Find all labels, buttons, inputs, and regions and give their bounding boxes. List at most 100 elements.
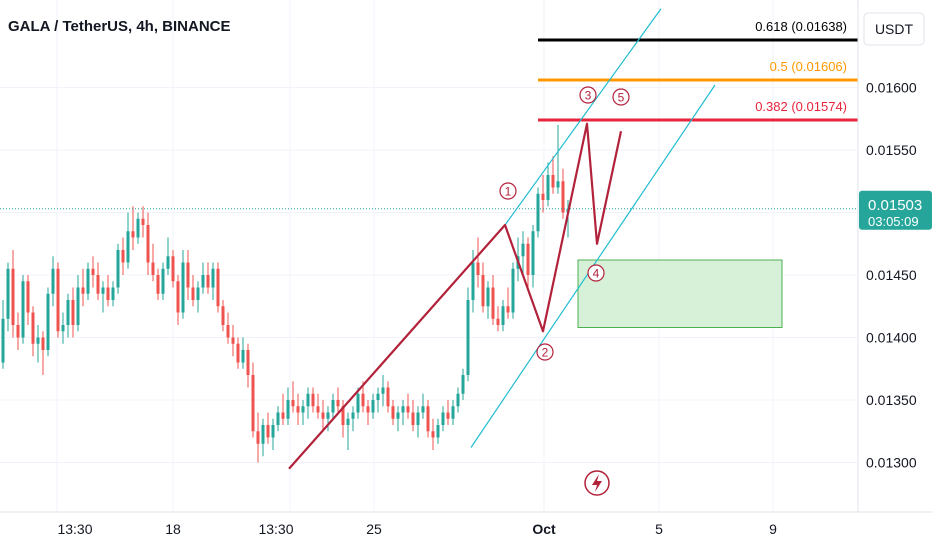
candle-body [46,293,50,350]
candle-body [416,412,420,425]
demand-zone[interactable] [577,259,783,328]
last-price-value: 0.01503 [868,197,922,214]
candle-body [491,287,495,319]
candle-body [96,275,100,294]
candle-body [26,281,30,313]
candle-body [61,325,65,332]
candle-body [381,387,385,394]
candle-body [496,318,500,325]
currency-badge [863,12,925,46]
candle-body [261,425,265,444]
candle-body [526,243,530,275]
lightning-icon [592,474,602,492]
candle-body [556,181,560,188]
candle-body [41,337,45,350]
candle-body [326,412,330,419]
candle-body [241,350,245,363]
time-tick-label: 5 [655,521,663,537]
candle-body [141,218,145,225]
time-tick-label: 13:30 [57,521,92,537]
candle-body [6,268,10,319]
fib-label: 0.618 (0.01638) [755,19,847,34]
candle-body [506,306,510,313]
candle-body [561,181,565,213]
candle-body [371,400,375,413]
price-axis-bg [858,0,932,512]
candle-body [116,250,120,288]
time-tick-label: 9 [769,521,777,537]
candle-body [51,268,55,294]
time-tick-label: 18 [165,521,181,537]
candle-body [91,268,95,275]
candle-body [361,393,365,407]
candle-body [306,393,310,407]
channel-upper-line [504,8,662,226]
wave-label-number: 5 [618,91,625,105]
candle-body [181,262,185,313]
candle-body [436,425,440,438]
wave-label-circle [587,264,605,282]
candle-body [31,312,35,344]
candle-body [111,287,115,300]
candle-body [406,406,410,413]
price-tick-label: 0.01350 [866,392,917,408]
candle-body [66,300,70,325]
candle-body [551,175,555,188]
candle-body [186,262,190,288]
candle-body [176,281,180,313]
candle-body [101,287,105,294]
price-axis[interactable]: USDT 0.01600 0.01550 0.01450 0.01400 0.01350 0… [857,0,932,512]
candle-body [366,406,370,413]
candle-body [236,343,240,363]
candle-body [161,268,165,294]
candle-body [136,218,140,238]
price-tick-label: 0.01600 [866,80,917,96]
wave-label-circle [536,343,554,361]
candle-body [276,412,280,425]
candle-body [166,256,170,269]
candle-body [511,268,515,313]
candle-body [446,412,450,419]
time-tick-label: 25 [366,521,382,537]
wave-label-number: 2 [542,346,549,360]
time-axis[interactable]: 13:30 18 13:30 25 Oct 5 9 [0,511,932,550]
fib-levels[interactable]: 0.618 (0.01638) 0.5 (0.01606) 0.382 (0.015… [538,19,858,122]
candle-body [151,262,155,275]
candle-body [56,268,60,332]
candle-body [391,406,395,419]
time-tick-label: 13:30 [258,521,293,537]
candle-body [376,393,380,400]
candle-body [156,275,160,294]
candle-body [281,412,285,419]
candle-body [346,418,350,425]
candle-body [271,425,275,438]
wave-label-number: 1 [505,185,512,199]
candle-body [71,300,75,325]
candle-body [1,318,5,363]
candles [1,125,570,463]
candle-body [321,412,325,419]
fib-label: 0.5 (0.01606) [770,59,847,74]
currency-label: USDT [875,21,914,37]
candle-body [16,325,20,338]
candle-body [296,406,300,413]
candle-body [286,400,290,419]
wave-labels: 1 2 3 4 5 [499,86,630,496]
candle-body [131,231,135,238]
candle-body [501,306,505,325]
candle-body [411,412,415,425]
candle-body [531,231,535,275]
price-tick-label: 0.01400 [866,330,917,346]
price-tick-label: 0.01450 [866,267,917,283]
wave-label-circle [579,86,597,104]
wave-label-circle [499,182,517,200]
candle-body [221,306,225,325]
candle-body [76,287,80,325]
candle-body [456,393,460,407]
candle-body [86,268,90,294]
candle-body [341,406,345,425]
candle-body [386,387,390,407]
candle-body [431,431,435,438]
